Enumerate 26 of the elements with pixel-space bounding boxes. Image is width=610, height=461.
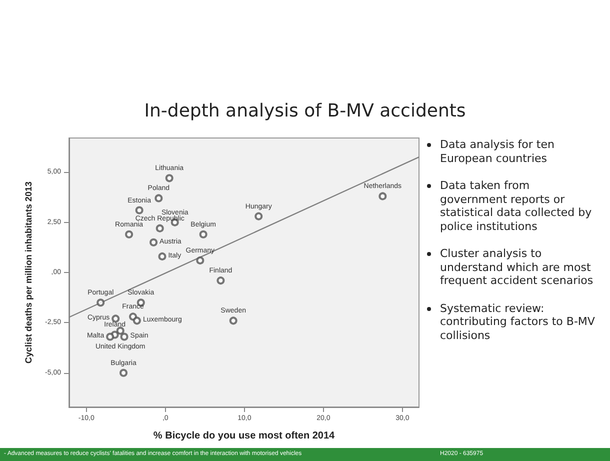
point xyxy=(229,316,238,325)
point xyxy=(125,230,134,238)
point xyxy=(216,276,225,285)
point xyxy=(135,206,144,214)
chart-title: In-depth analysis of B-MV accidents xyxy=(144,100,466,122)
point xyxy=(199,230,208,238)
text: Data taken from government reports or statistical data collected by police institutions xyxy=(440,179,593,233)
point xyxy=(120,332,128,341)
y-axis-title: Cyclist deaths per million inhabitants 2013 xyxy=(24,181,34,364)
point xyxy=(156,224,164,232)
point xyxy=(154,194,163,202)
text: Data analysis for ten European countries xyxy=(440,138,556,165)
text: Cluster analysis to understand which are most frequent accident scenarios xyxy=(440,247,594,288)
point xyxy=(254,212,263,220)
point xyxy=(378,192,387,200)
point xyxy=(165,174,174,182)
text: Systematic review: contributing factors to B-MV collisions xyxy=(440,302,595,342)
point xyxy=(150,238,158,246)
point xyxy=(158,252,166,260)
point xyxy=(106,332,114,341)
point xyxy=(116,326,124,335)
point xyxy=(132,316,141,325)
point xyxy=(120,368,128,377)
point xyxy=(96,298,105,307)
x-axis-title: % Bicycle do you use most often 2014 xyxy=(153,430,336,442)
point xyxy=(196,256,204,264)
